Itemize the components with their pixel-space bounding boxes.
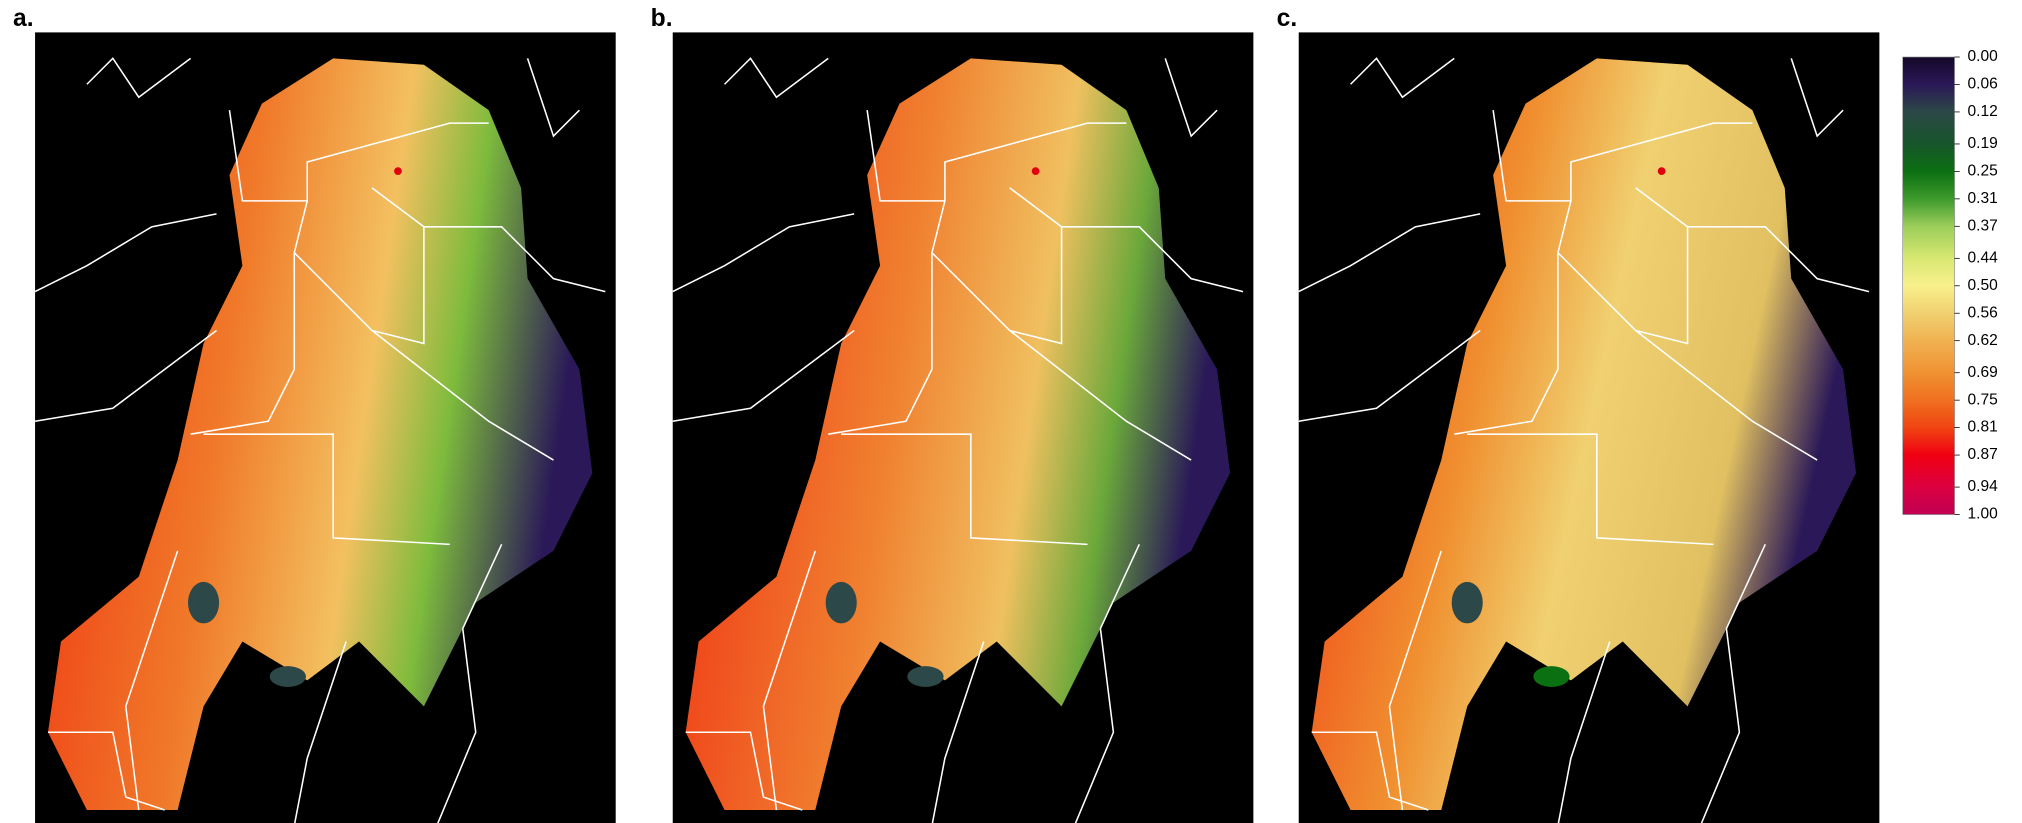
map-panel (1299, 32, 1880, 823)
colorbar-label: 0.62 (1967, 332, 1997, 349)
colorbar-label: 0.56 (1967, 304, 1997, 321)
low-value-patch (270, 666, 306, 687)
colorbar-label: 0.69 (1967, 364, 1997, 381)
colorbar-label: 1.00 (1967, 506, 1998, 523)
panel-label: c. (1277, 5, 1298, 32)
colorbar-label: 0.31 (1967, 190, 1997, 207)
panel-label: a. (13, 5, 34, 32)
hotspot (1658, 167, 1666, 175)
colorbar-label: 0.37 (1967, 217, 1997, 234)
low-value-patch (188, 582, 219, 623)
map-panel (35, 32, 616, 823)
colorbar-label: 0.44 (1967, 249, 1998, 266)
low-value-patch (1533, 666, 1569, 687)
colorbar-label: 0.87 (1967, 446, 1997, 463)
colorbar-label: 0.25 (1967, 163, 1997, 180)
panel-label: b. (651, 5, 673, 32)
colorbar-label: 0.94 (1967, 478, 1998, 495)
hotspot (394, 167, 402, 175)
colorbar-label: 0.06 (1967, 76, 1997, 93)
colorbar-label: 0.12 (1967, 103, 1997, 120)
hotspot (1032, 167, 1040, 175)
figure: a. b. c. 0.00 0.06 0.12 0.19 0.25 0.31 0.37 0.44 0.… (0, 0, 2022, 823)
colorbar-label: 0.75 (1967, 391, 1997, 408)
low-value-patch (1452, 582, 1483, 623)
colorbar-label: 0.19 (1967, 135, 1997, 152)
low-value-patch (907, 666, 943, 687)
colorbar-label: 0.00 (1967, 48, 1998, 65)
colorbar (1903, 57, 1955, 515)
map-panel (673, 32, 1254, 823)
colorbar-label: 0.81 (1967, 419, 1997, 436)
low-value-patch (826, 582, 857, 623)
colorbar-label: 0.50 (1967, 277, 1998, 294)
